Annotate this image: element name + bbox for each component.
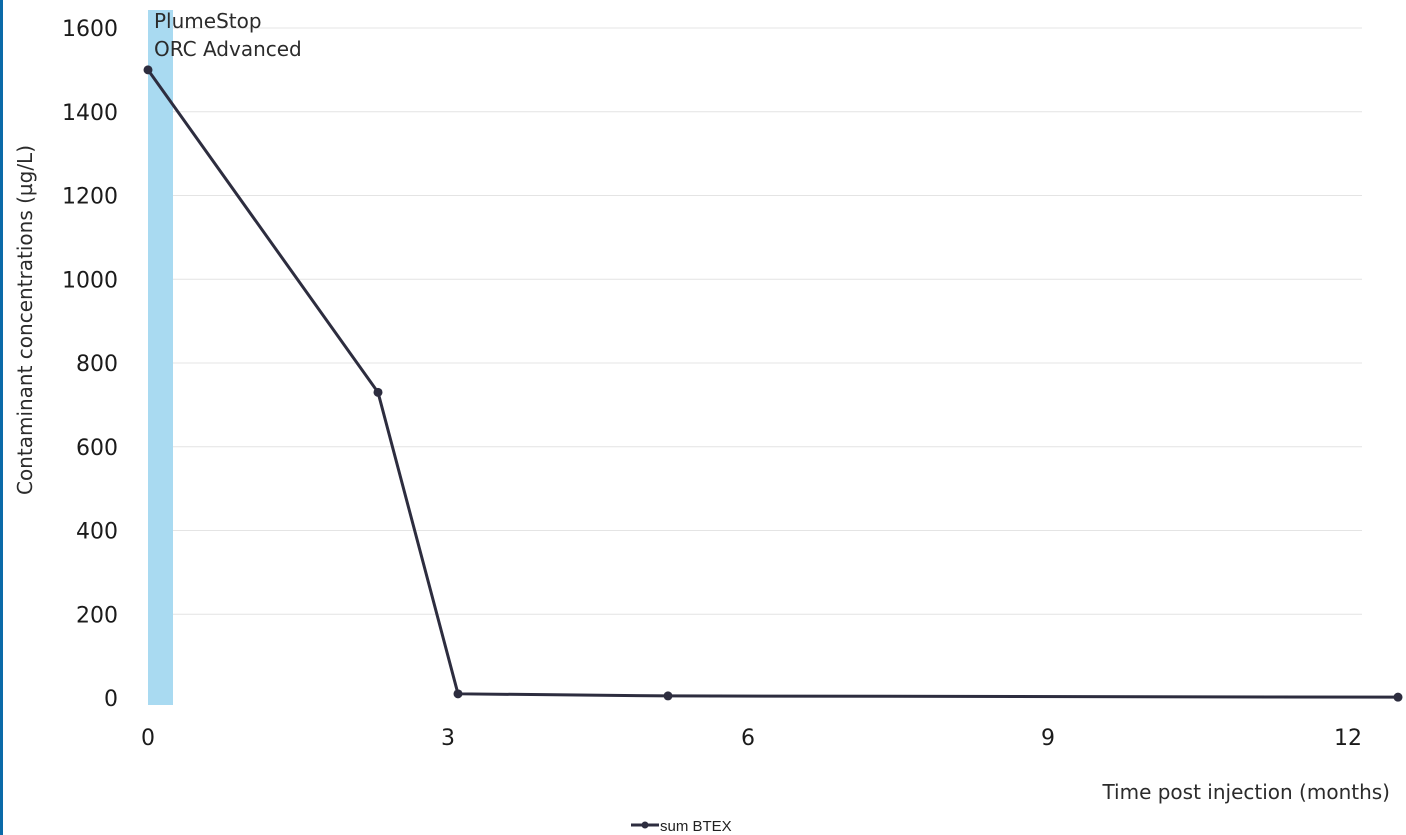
y-tick-label-0: 0 bbox=[104, 687, 118, 712]
series-layer bbox=[143, 65, 1403, 702]
legend-label-sum-btex: sum BTEX bbox=[660, 818, 732, 835]
band-label-line-2: ORC Advanced bbox=[154, 37, 302, 61]
y-tick-label-1000: 1000 bbox=[62, 268, 118, 293]
legend-marker-sum-btex bbox=[641, 821, 649, 829]
y-axis-ticks: 0 200 400 600 800 1000 1200 1400 1600 bbox=[62, 17, 118, 712]
band-label-line-1: PlumeStop bbox=[154, 9, 262, 33]
data-point-0-4 bbox=[1393, 692, 1403, 702]
x-tick-label-0: 0 bbox=[141, 726, 155, 751]
left-edge-border bbox=[0, 0, 3, 835]
y-tick-label-1400: 1400 bbox=[62, 101, 118, 126]
data-point-0-0 bbox=[143, 65, 153, 75]
gridlines bbox=[160, 27, 1362, 615]
x-tick-label-12: 12 bbox=[1334, 726, 1362, 751]
x-tick-label-3: 3 bbox=[441, 726, 455, 751]
y-tick-label-400: 400 bbox=[76, 520, 118, 545]
x-axis-ticks: 0 3 6 9 12 bbox=[141, 726, 1362, 751]
x-tick-label-6: 6 bbox=[741, 726, 755, 751]
injection-band bbox=[148, 10, 173, 705]
injection-band-label: PlumeStop ORC Advanced bbox=[154, 9, 302, 61]
y-tick-label-1600: 1600 bbox=[62, 17, 118, 42]
data-point-0-1 bbox=[373, 387, 383, 397]
y-tick-label-200: 200 bbox=[76, 603, 118, 628]
data-point-0-3 bbox=[663, 691, 673, 701]
series-line-sum-btex bbox=[146, 69, 1399, 699]
x-axis-title: Time post injection (months) bbox=[1101, 780, 1390, 804]
data-point-0-2 bbox=[453, 689, 463, 699]
y-tick-label-800: 800 bbox=[76, 352, 118, 377]
x-tick-label-9: 9 bbox=[1041, 726, 1055, 751]
legend: sum BTEX bbox=[631, 818, 732, 835]
y-tick-label-600: 600 bbox=[76, 436, 118, 461]
y-tick-label-1200: 1200 bbox=[62, 185, 118, 210]
y-axis-title: Contaminant concentrations (µg/L) bbox=[13, 145, 37, 495]
